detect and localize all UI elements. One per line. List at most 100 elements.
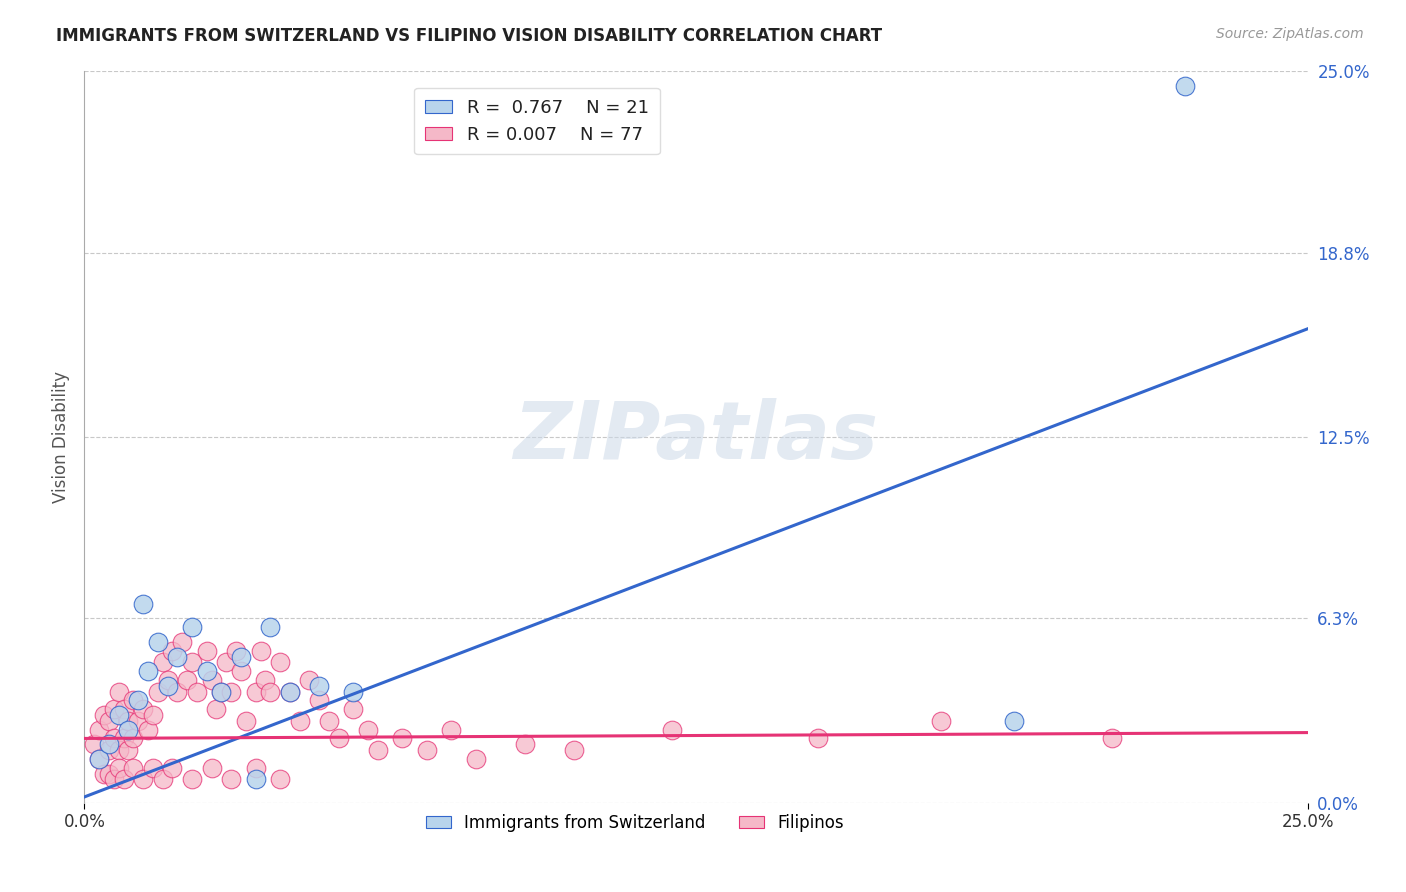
Point	[152, 772, 174, 787]
Point	[136, 664, 159, 678]
Point	[172, 635, 194, 649]
Point	[464, 752, 486, 766]
Point	[288, 714, 311, 728]
Point	[107, 743, 129, 757]
Point	[259, 684, 281, 698]
Point	[562, 743, 585, 757]
Point	[200, 761, 222, 775]
Point	[440, 723, 463, 737]
Point	[181, 772, 204, 787]
Point	[391, 731, 413, 746]
Point	[209, 684, 232, 698]
Point	[156, 679, 179, 693]
Point	[308, 679, 330, 693]
Text: Source: ZipAtlas.com: Source: ZipAtlas.com	[1216, 27, 1364, 41]
Point	[136, 723, 159, 737]
Point	[245, 761, 267, 775]
Point	[245, 772, 267, 787]
Point	[112, 702, 135, 716]
Y-axis label: Vision Disability: Vision Disability	[52, 371, 70, 503]
Point	[142, 708, 165, 723]
Point	[929, 714, 952, 728]
Point	[103, 731, 125, 746]
Legend: Immigrants from Switzerland, Filipinos: Immigrants from Switzerland, Filipinos	[419, 807, 851, 838]
Point	[156, 673, 179, 687]
Point	[127, 693, 149, 707]
Point	[97, 737, 120, 751]
Point	[146, 684, 169, 698]
Point	[328, 731, 350, 746]
Text: ZIPatlas: ZIPatlas	[513, 398, 879, 476]
Point	[103, 772, 125, 787]
Point	[269, 656, 291, 670]
Point	[112, 731, 135, 746]
Point	[146, 635, 169, 649]
Point	[195, 643, 218, 657]
Point	[245, 684, 267, 698]
Point	[107, 684, 129, 698]
Point	[97, 766, 120, 780]
Point	[225, 643, 247, 657]
Point	[132, 702, 155, 716]
Point	[186, 684, 208, 698]
Point	[259, 620, 281, 634]
Point	[122, 693, 145, 707]
Point	[209, 684, 232, 698]
Point	[229, 649, 252, 664]
Point	[1174, 78, 1197, 93]
Point	[298, 673, 321, 687]
Point	[278, 684, 301, 698]
Point	[142, 761, 165, 775]
Point	[513, 737, 536, 751]
Point	[195, 664, 218, 678]
Point	[122, 731, 145, 746]
Point	[122, 761, 145, 775]
Point	[249, 643, 271, 657]
Point	[219, 684, 242, 698]
Point	[152, 656, 174, 670]
Point	[308, 693, 330, 707]
Point	[112, 772, 135, 787]
Point	[269, 772, 291, 787]
Point	[162, 643, 184, 657]
Point	[342, 684, 364, 698]
Point	[93, 766, 115, 780]
Point	[127, 714, 149, 728]
Point	[97, 743, 120, 757]
Text: IMMIGRANTS FROM SWITZERLAND VS FILIPINO VISION DISABILITY CORRELATION CHART: IMMIGRANTS FROM SWITZERLAND VS FILIPINO …	[56, 27, 883, 45]
Point	[166, 649, 188, 664]
Point	[200, 673, 222, 687]
Point	[181, 656, 204, 670]
Point	[117, 714, 139, 728]
Point	[205, 702, 228, 716]
Point	[215, 656, 238, 670]
Point	[87, 752, 110, 766]
Point	[132, 597, 155, 611]
Point	[87, 723, 110, 737]
Point	[807, 731, 830, 746]
Point	[97, 714, 120, 728]
Point	[1101, 731, 1123, 746]
Point	[661, 723, 683, 737]
Point	[229, 664, 252, 678]
Point	[181, 620, 204, 634]
Point	[318, 714, 340, 728]
Point	[235, 714, 257, 728]
Point	[107, 761, 129, 775]
Point	[117, 743, 139, 757]
Point	[107, 708, 129, 723]
Point	[93, 708, 115, 723]
Point	[219, 772, 242, 787]
Point	[117, 723, 139, 737]
Point	[278, 684, 301, 698]
Point	[87, 752, 110, 766]
Point	[176, 673, 198, 687]
Point	[254, 673, 277, 687]
Point	[103, 702, 125, 716]
Point	[162, 761, 184, 775]
Point	[357, 723, 380, 737]
Point	[1002, 714, 1025, 728]
Point	[367, 743, 389, 757]
Point	[416, 743, 439, 757]
Point	[342, 702, 364, 716]
